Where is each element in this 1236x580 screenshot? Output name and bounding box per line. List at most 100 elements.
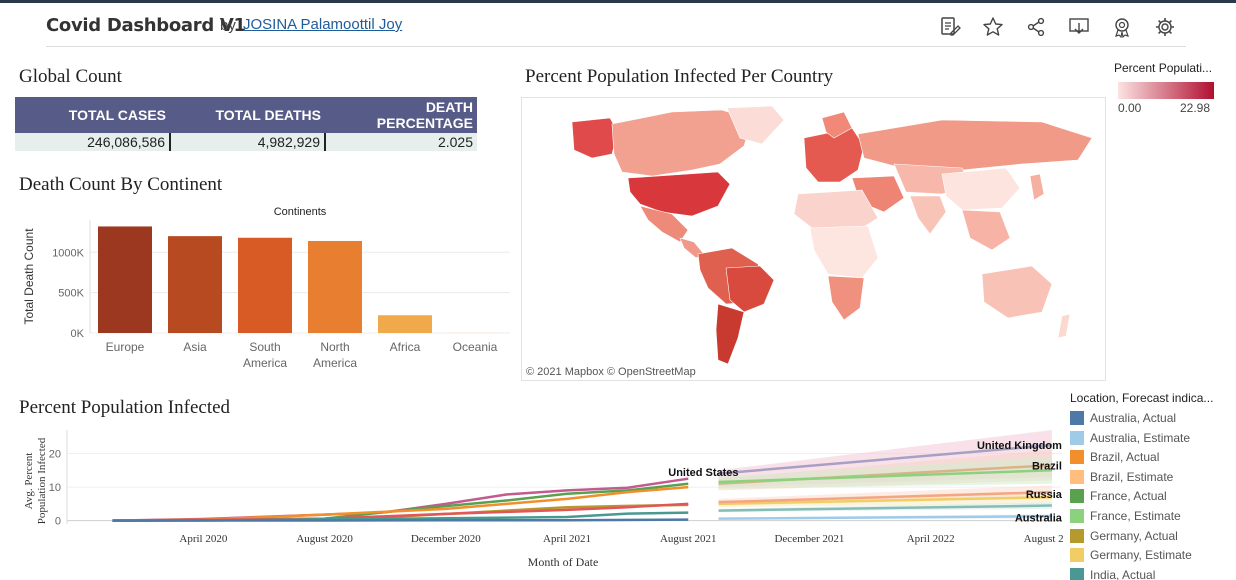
line-legend-item[interactable]: France, Actual [1070,489,1167,504]
line-legend-item[interactable]: Australia, Actual [1070,411,1176,425]
forecast-line[interactable] [718,495,1052,506]
map-region-scandinavia[interactable] [821,111,853,139]
by-label: by [220,17,236,34]
header-divider [46,46,1186,47]
edit-icon[interactable] [938,15,962,39]
global-count-value-row: 246,086,586 4,982,929 2.025 [15,133,477,151]
map-region-europe[interactable] [803,127,865,183]
line-chart-x-tick: April 2022 [907,533,955,545]
forecast-line[interactable] [718,490,1052,504]
forecast-band [718,456,1052,489]
line-chart-y-tick: 0 [55,516,61,528]
legend-label: Brazil, Actual [1090,450,1160,465]
author-link[interactable]: JOSINA Palamoottil Joy [243,16,403,33]
map-region-brazil[interactable] [725,265,775,313]
map-legend-min: 0.00 [1118,101,1142,115]
value-total-deaths: 4,982,929 [170,133,326,151]
map-color-scale [1118,82,1214,99]
legend-swatch [1070,430,1084,445]
map-region-southeast-asia[interactable] [961,209,1011,251]
legend-label: Germany, Estimate [1090,548,1192,563]
series-line-australia[interactable] [112,518,689,522]
line-chart-x-tick: December 2021 [774,533,844,545]
map-region-central-africa[interactable] [809,225,879,279]
bar-south-america[interactable] [238,237,292,333]
line-chart-x-tick: April 2021 [543,533,591,545]
forecast-line[interactable] [718,515,1052,520]
line-annotation: United States [668,467,738,479]
line-chart-y-tick: 10 [49,482,61,494]
line-legend-item[interactable]: Germany, Actual [1070,528,1178,543]
line-legend-item[interactable]: Brazil, Estimate [1070,469,1173,484]
bar-chart-y-tick: 500K [58,288,84,300]
line-legend-item[interactable]: Australia, Estimate [1070,430,1190,445]
map-region-japan[interactable] [1029,173,1045,201]
legend-swatch [1070,509,1084,523]
forecast-line[interactable] [718,504,1052,512]
dashboard-header: Covid Dashboard V1 by JOSINA Palamoottil… [0,3,1236,47]
line-legend-item[interactable]: Germany, Estimate [1070,548,1192,563]
map-region-india[interactable] [909,195,947,235]
legend-swatch [1070,489,1084,504]
share-icon[interactable] [1024,15,1048,39]
map-region-mexico[interactable] [639,205,689,243]
continent-chart-title: Death Count By Continent [19,174,223,195]
gear-icon[interactable] [1153,15,1177,39]
line-chart-y-tick: 20 [49,449,61,461]
value-total-cases: 246,086,586 [15,133,171,151]
forecast-line[interactable] [718,443,1053,475]
legend-swatch [1070,567,1084,580]
line-chart-x-tick: August 2022 [1024,533,1063,545]
line-legend-item[interactable]: France, Estimate [1070,509,1181,523]
map-region-canada[interactable] [611,109,753,177]
map-region-australia[interactable] [981,265,1053,319]
bar-chart-x-tick: Europe [106,340,145,354]
infected-line-chart: 0 10 20 Avg. Percent Population Infected Unit… [23,430,1063,569]
map-region-southern-africa[interactable] [827,275,865,321]
bar-chart-x-tick: Asia [183,340,207,354]
map-region-new-zealand[interactable] [1057,313,1071,339]
forecast-line[interactable] [718,469,1052,484]
map-legend-max: 22.98 [1180,101,1211,115]
global-count-table: TOTAL CASES TOTAL DEATHS DEATH PERCENTAG… [15,97,477,151]
legend-swatch [1070,411,1084,425]
dashboard-title: Covid Dashboard V1 [46,15,246,36]
star-icon[interactable] [981,15,1005,39]
legend-swatch [1070,469,1084,484]
continent-bar-chart: Continents Total Death Count 0K 500K 1000K Eu… [22,206,510,370]
header-death-percentage: DEATH PERCENTAGE [325,97,477,133]
download-icon[interactable] [1067,15,1091,39]
map-region-south-america-south[interactable] [715,303,745,365]
legend-label: India, Actual [1090,567,1156,580]
line-annotation: United Kingdom [977,440,1062,452]
world-map[interactable]: © 2021 Mapbox © OpenStreetMap [521,97,1106,381]
map-region-russia[interactable] [857,119,1093,171]
map-region-china[interactable] [941,167,1021,211]
top-accent-bar [0,0,1236,3]
line-chart-x-tick: April 2020 [179,533,227,545]
bar-europe[interactable] [98,226,152,333]
line-legend-item[interactable]: Brazil, Actual [1070,450,1160,465]
line-legend-item[interactable]: India, Actual [1070,567,1156,580]
map-region-usa[interactable] [627,171,731,217]
line-chart-y-axis-label-2: Population Infected [36,437,48,524]
map-region-greenland[interactable] [726,105,785,145]
line-annotation: Russia [1026,489,1063,501]
bar-chart-x-tick: America [313,356,357,370]
line-chart-y-axis-label: Avg. Percent [23,453,35,510]
header-total-deaths: TOTAL DEATHS [170,97,325,133]
world-map-svg [571,105,1093,365]
infected-chart-title: Percent Population Infected [19,397,231,418]
bar-chart-y-tick: 1000K [52,247,84,259]
map-legend-title: Percent Populati... [1114,61,1213,75]
bar-africa[interactable] [378,315,432,333]
global-count-header-row: TOTAL CASES TOTAL DEATHS DEATH PERCENTAG… [15,97,477,133]
bar-asia[interactable] [168,236,222,333]
line-chart-x-tick: August 2020 [296,533,353,545]
map-region-alaska[interactable] [571,117,619,159]
badge-icon[interactable] [1110,15,1134,39]
bar-north-america[interactable] [308,240,362,333]
legend-swatch [1070,528,1084,543]
global-count-title: Global Count [19,66,122,87]
map-region-north-africa[interactable] [793,189,879,229]
